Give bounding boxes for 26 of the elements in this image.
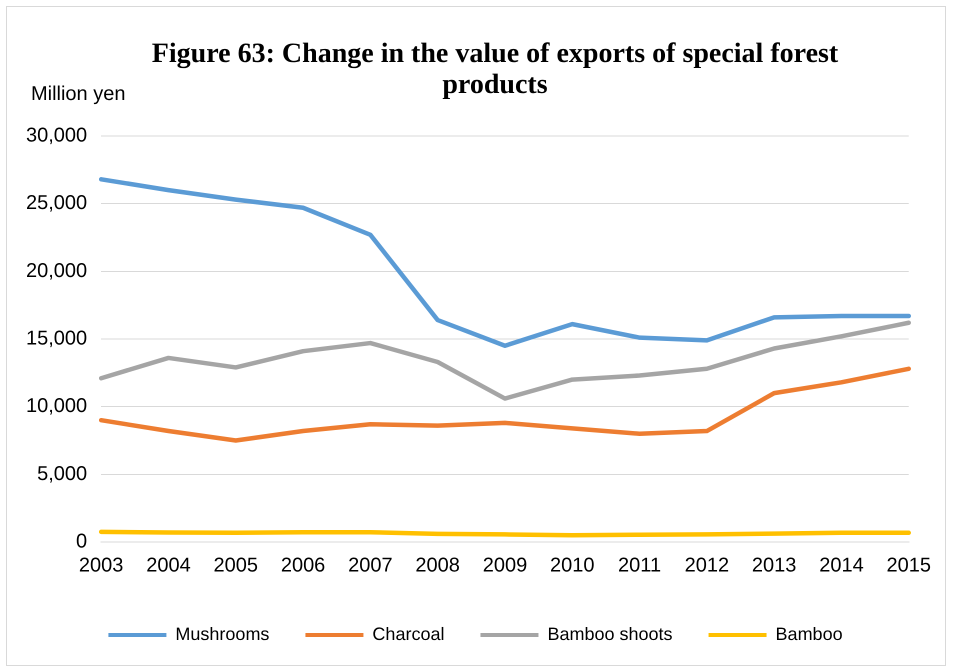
y-tick-label: 5,000: [37, 462, 88, 485]
x-tick-label: 2011: [618, 554, 662, 577]
x-tick-label: 2006: [280, 554, 326, 577]
y-tick-label: 15,000: [26, 328, 88, 350]
y-tick-label: 10,000: [26, 395, 88, 418]
x-tick-label: 2003: [78, 554, 124, 577]
x-tick-label: 2007: [348, 554, 393, 577]
x-tick-label: 2008: [415, 554, 460, 577]
x-tick-label: 2004: [146, 554, 191, 577]
legend-label: Bamboo: [776, 624, 843, 644]
legend-label: Mushrooms: [175, 624, 270, 644]
y-tick-label: 25,000: [26, 192, 88, 214]
x-tick-label: 2009: [482, 554, 528, 577]
y-axis-title: Million yen: [31, 83, 126, 106]
legend-label: Charcoal: [372, 624, 444, 644]
y-tick-label: 0: [76, 530, 88, 553]
y-tick-label: 30,000: [26, 124, 88, 147]
x-tick-label: 2010: [550, 554, 595, 577]
x-tick-label: 2005: [214, 554, 258, 577]
x-tick-label: 2013: [752, 554, 796, 577]
legend-label: Bamboo shoots: [547, 624, 673, 644]
x-tick-label: 2014: [819, 554, 864, 577]
x-tick-label: 2015: [886, 554, 932, 577]
y-tick-label: 20,000: [26, 260, 88, 282]
chart-title: Figure 63: Change in the value of exports of special forest products: [150, 38, 840, 100]
x-tick-label: 2012: [684, 554, 730, 577]
